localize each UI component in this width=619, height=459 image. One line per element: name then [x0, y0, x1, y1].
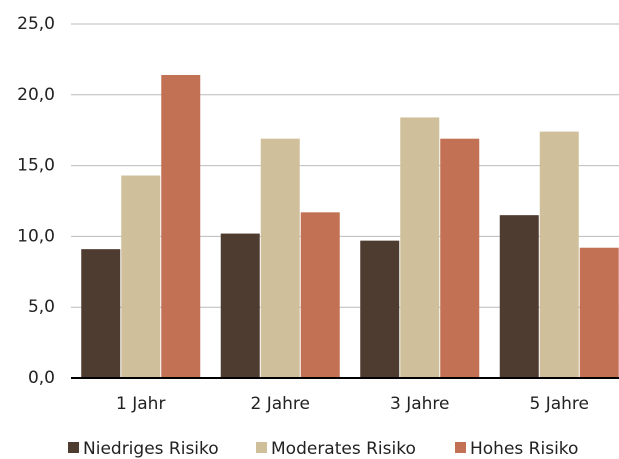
legend-swatch [68, 442, 79, 453]
bar [400, 117, 440, 379]
y-tick-label: 25,0 [17, 14, 55, 34]
legend-label: Niedriges Risiko [83, 439, 219, 459]
bar [539, 131, 579, 378]
bar [360, 240, 400, 378]
x-tick-label: 2 Jahre [251, 394, 311, 414]
bar [220, 233, 260, 378]
bar [499, 215, 539, 378]
x-tick-label: 3 Jahre [390, 394, 450, 414]
y-tick-label: 15,0 [17, 156, 55, 176]
x-tick-label: 1 Jahr [116, 394, 165, 414]
x-tick-label: 5 Jahre [530, 394, 590, 414]
bar [161, 74, 201, 378]
y-tick-label: 20,0 [17, 85, 55, 105]
y-tick-label: 10,0 [17, 226, 55, 246]
legend-label: Hohes Risiko [470, 439, 578, 459]
y-tick-label: 5,0 [28, 297, 55, 317]
bar [440, 138, 480, 378]
legend-swatch [455, 442, 466, 453]
bar [260, 138, 300, 378]
y-tick-label: 0,0 [28, 368, 55, 388]
legend-label: Moderates Risiko [271, 439, 416, 459]
bar [81, 249, 121, 378]
bar [300, 212, 340, 378]
bar [121, 175, 161, 378]
bar [579, 247, 619, 378]
legend-swatch [256, 442, 267, 453]
